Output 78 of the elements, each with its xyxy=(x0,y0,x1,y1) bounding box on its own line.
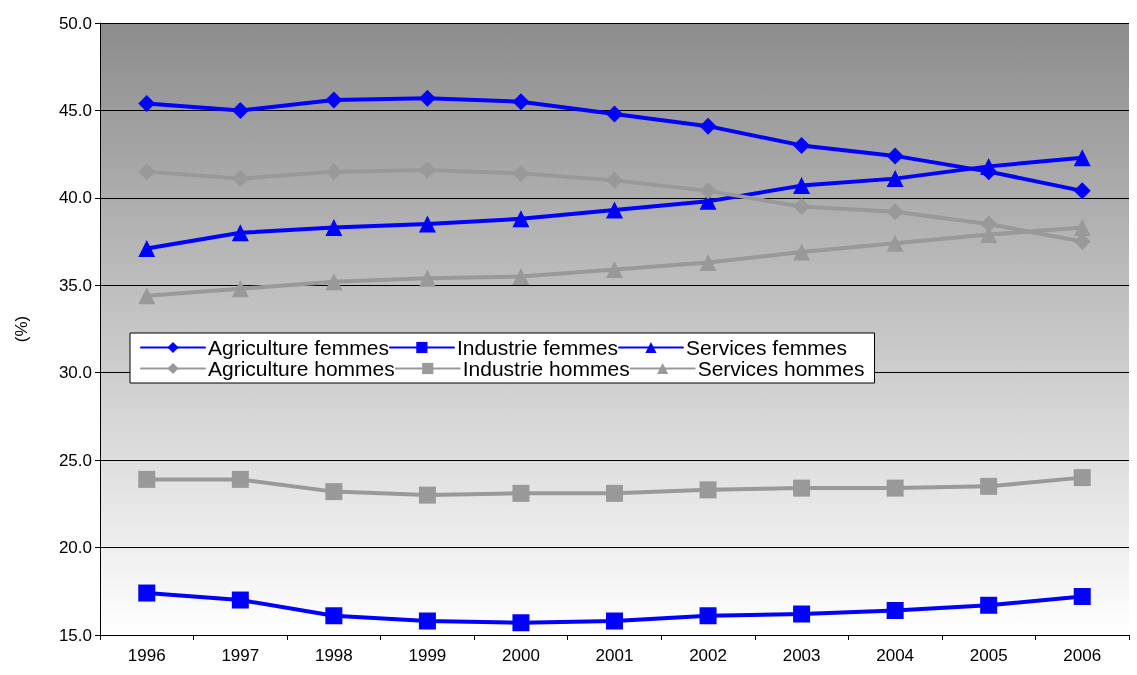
point xyxy=(886,479,904,497)
point xyxy=(418,486,436,504)
point xyxy=(1073,588,1091,606)
point xyxy=(138,94,156,112)
point xyxy=(1073,219,1091,237)
point xyxy=(231,101,249,119)
point xyxy=(980,477,998,495)
legend-label: Agriculture femmes xyxy=(208,336,389,359)
point xyxy=(325,273,343,291)
point xyxy=(325,483,343,501)
point xyxy=(325,219,343,237)
point xyxy=(886,602,904,620)
y-tick-label: 40.0 xyxy=(58,188,92,208)
point xyxy=(886,234,904,252)
y-tick-label: 30.0 xyxy=(58,363,92,383)
x-tick-label: 1996 xyxy=(127,646,166,665)
point xyxy=(231,470,249,488)
legend-label: Services hommes xyxy=(697,357,865,380)
point xyxy=(886,147,904,165)
point xyxy=(231,224,249,242)
point xyxy=(231,591,249,609)
point xyxy=(793,136,811,154)
y-tick-label: 45.0 xyxy=(58,100,92,120)
x-tick-label: 2005 xyxy=(969,646,1008,665)
point xyxy=(418,215,436,233)
point xyxy=(606,484,623,502)
point xyxy=(699,117,717,135)
point xyxy=(980,596,998,614)
point xyxy=(606,105,623,123)
point xyxy=(512,614,530,632)
x-tick-label: 1999 xyxy=(408,646,447,665)
y-tick-label: 35.0 xyxy=(58,275,92,295)
x-tick-label: 2000 xyxy=(502,646,540,665)
x-tick-label: 2003 xyxy=(782,646,821,665)
point xyxy=(699,607,717,625)
y-tick-label: 15.0 xyxy=(58,625,92,645)
point xyxy=(699,254,717,272)
x-tick-label: 2002 xyxy=(689,646,727,665)
point xyxy=(325,607,343,625)
point xyxy=(606,261,623,279)
legend-label: Services femmes xyxy=(685,336,847,359)
point xyxy=(138,287,156,305)
point xyxy=(512,268,530,286)
point xyxy=(512,93,530,111)
x-tick-label: 1997 xyxy=(221,646,260,665)
point xyxy=(512,210,530,228)
y-tick-label: 20.0 xyxy=(58,538,92,558)
x-tick-label: 2004 xyxy=(876,646,915,665)
point xyxy=(793,243,811,261)
point xyxy=(793,177,811,195)
point xyxy=(418,269,436,287)
point xyxy=(418,89,436,107)
y-tick-label: 50.0 xyxy=(58,13,92,33)
point xyxy=(512,484,530,502)
point xyxy=(138,470,156,488)
point xyxy=(886,170,904,188)
x-tick-label: 2006 xyxy=(1063,646,1102,665)
point xyxy=(1073,182,1091,200)
legend-label: Industrie hommes xyxy=(462,357,630,380)
point xyxy=(1073,469,1091,487)
point xyxy=(418,612,436,630)
point xyxy=(699,481,717,499)
point xyxy=(793,605,811,623)
y-tick-label: 25.0 xyxy=(58,450,92,470)
point xyxy=(606,612,623,630)
point xyxy=(138,584,156,602)
point xyxy=(699,182,717,200)
point xyxy=(606,201,623,219)
point xyxy=(138,240,156,258)
point xyxy=(1073,149,1091,167)
x-tick-label: 1998 xyxy=(314,646,353,665)
point xyxy=(231,280,249,298)
legend-label: Industrie femmes xyxy=(456,336,618,359)
x-tick-label: 2001 xyxy=(595,646,634,665)
point xyxy=(886,203,904,221)
point xyxy=(325,91,343,109)
point xyxy=(793,479,811,497)
y-axis-title: (%) xyxy=(12,315,31,343)
